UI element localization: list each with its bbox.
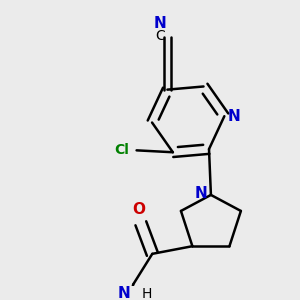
- Text: C: C: [155, 29, 165, 43]
- Text: N: N: [117, 286, 130, 300]
- Text: N: N: [227, 109, 240, 124]
- Text: N: N: [195, 185, 208, 200]
- Text: Cl: Cl: [114, 143, 129, 157]
- Text: H: H: [141, 287, 152, 300]
- Text: N: N: [153, 16, 166, 31]
- Text: O: O: [132, 202, 146, 217]
